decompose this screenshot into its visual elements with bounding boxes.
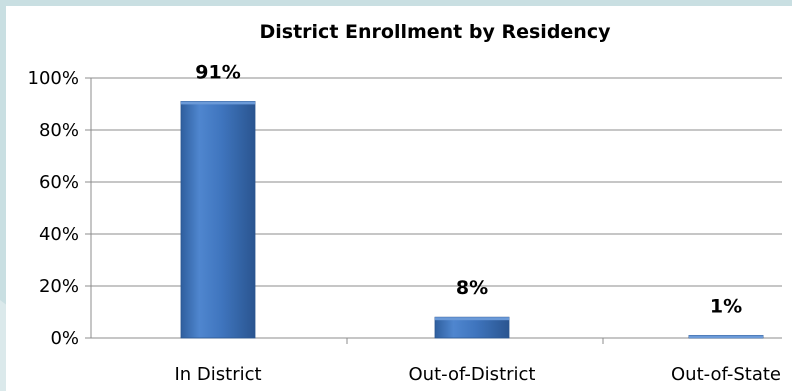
bar-top-highlight: [435, 317, 509, 321]
x-tick-label: Out-of-State: [671, 364, 781, 385]
data-label: 1%: [710, 295, 742, 317]
bar-top-highlight: [689, 335, 763, 338]
axes: 0% 20% 40% 60% 80% 100% In District Out-of-Dist…: [28, 68, 782, 385]
data-label: 91%: [195, 61, 240, 83]
data-labels: 91% 8% 1%: [195, 61, 742, 317]
bars: [180, 101, 764, 339]
chart-panel: [6, 6, 792, 391]
y-tick-label: 60%: [39, 172, 79, 193]
chart-title: District Enrollment by Residency: [260, 21, 612, 43]
data-label: 8%: [456, 277, 488, 299]
x-tick-label: In District: [174, 364, 261, 385]
bar-out-of-district: [434, 316, 510, 339]
x-tick-label: Out-of-District: [409, 364, 536, 385]
y-tick-label: 20%: [39, 276, 79, 297]
bar-in-district: [180, 101, 256, 339]
y-tick-label: 80%: [39, 120, 79, 141]
bar-top-highlight: [181, 101, 255, 105]
y-tick-label: 0%: [50, 328, 79, 349]
y-tick-label: 40%: [39, 224, 79, 245]
y-tick-label: 100%: [28, 68, 79, 89]
